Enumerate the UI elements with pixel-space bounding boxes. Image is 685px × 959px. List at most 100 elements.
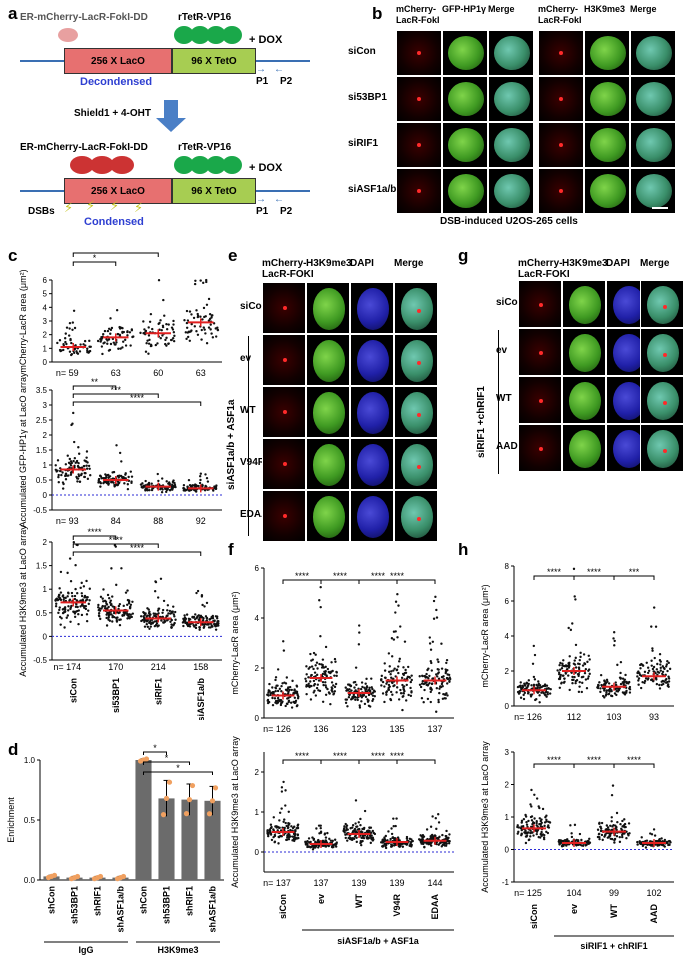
nucleus bbox=[401, 496, 433, 538]
micrograph-blue bbox=[350, 334, 394, 386]
data-point bbox=[312, 667, 315, 671]
data-point bbox=[436, 667, 439, 671]
foci-dot bbox=[538, 398, 543, 403]
data-point bbox=[397, 671, 400, 675]
data-point bbox=[292, 692, 295, 695]
data-point bbox=[434, 595, 437, 599]
data-point bbox=[107, 605, 110, 609]
n-label: 144 bbox=[427, 878, 442, 888]
data-point bbox=[282, 780, 285, 784]
data-point bbox=[89, 345, 92, 348]
data-point bbox=[435, 710, 438, 713]
data-point bbox=[440, 642, 443, 645]
micrograph-green bbox=[562, 280, 606, 328]
y-tick-label: 6 bbox=[505, 597, 510, 606]
n-label: n= 125 bbox=[514, 888, 542, 898]
y-tick-label: 2 bbox=[255, 768, 260, 777]
data-point bbox=[149, 344, 153, 348]
data-point bbox=[547, 820, 550, 823]
data-point bbox=[522, 697, 526, 701]
data-point bbox=[383, 662, 386, 665]
data-point bbox=[69, 353, 73, 357]
data-point bbox=[76, 480, 79, 483]
n-label: 92 bbox=[196, 516, 206, 526]
data-point bbox=[612, 637, 615, 640]
data-point bbox=[321, 658, 325, 661]
data-point bbox=[636, 840, 639, 844]
data-point bbox=[399, 844, 402, 848]
data-point bbox=[68, 457, 72, 461]
data-point bbox=[436, 658, 439, 661]
data-point bbox=[100, 335, 103, 339]
n-label: 137 bbox=[427, 724, 442, 734]
data-point bbox=[131, 612, 135, 615]
foci-dot bbox=[559, 143, 563, 147]
y-tick-label: 1 bbox=[43, 585, 48, 594]
data-point bbox=[435, 842, 438, 846]
data-point bbox=[114, 484, 117, 487]
data-point bbox=[326, 687, 329, 691]
row-label: EDAA bbox=[240, 509, 269, 520]
nucleus bbox=[448, 128, 484, 162]
data-point bbox=[109, 317, 112, 320]
data-point bbox=[141, 618, 144, 622]
data-point bbox=[157, 278, 161, 282]
y-tick-label: 0 bbox=[255, 848, 260, 857]
data-point bbox=[148, 320, 152, 323]
data-point bbox=[658, 838, 661, 841]
nucleus bbox=[494, 174, 530, 208]
data-point bbox=[71, 594, 74, 598]
data-point bbox=[651, 649, 654, 652]
foci-dot bbox=[282, 514, 287, 519]
data-point bbox=[381, 680, 385, 684]
data-point bbox=[530, 805, 533, 808]
sig-bracket bbox=[143, 761, 190, 765]
data-point bbox=[324, 684, 327, 687]
data-point bbox=[573, 659, 576, 662]
data-point bbox=[126, 603, 129, 606]
data-point bbox=[587, 675, 590, 678]
data-point bbox=[571, 682, 574, 685]
data-point bbox=[68, 350, 72, 353]
data-point bbox=[62, 348, 65, 352]
data-point bbox=[113, 611, 116, 615]
data-point bbox=[59, 570, 63, 574]
micrograph-merge bbox=[488, 168, 534, 214]
micrograph-red bbox=[538, 76, 584, 122]
nucleus bbox=[448, 174, 484, 208]
data-point bbox=[87, 464, 91, 468]
data-point bbox=[286, 702, 289, 706]
data-point bbox=[387, 670, 391, 674]
data-point bbox=[546, 831, 550, 835]
data-point bbox=[611, 784, 615, 787]
data-point bbox=[658, 683, 661, 687]
data-point bbox=[402, 688, 406, 691]
y-axis-label: mCherry-LacR area (μm²) bbox=[18, 269, 28, 372]
data-point bbox=[392, 669, 395, 672]
data-point bbox=[437, 671, 441, 674]
data-point bbox=[445, 829, 448, 833]
data-point bbox=[63, 337, 67, 340]
data-point bbox=[621, 835, 624, 839]
data-point bbox=[271, 703, 275, 707]
data-point bbox=[267, 700, 271, 704]
replicate-point bbox=[143, 756, 150, 762]
data-point bbox=[599, 687, 602, 690]
data-point bbox=[539, 824, 543, 828]
data-point bbox=[126, 487, 130, 491]
data-point bbox=[368, 826, 371, 829]
data-point bbox=[587, 669, 590, 672]
col-header: mCherry-LacR-FokI bbox=[396, 4, 440, 25]
y-axis-label: Accumulated H3K9me3 at LacO array bbox=[230, 736, 240, 888]
data-point bbox=[647, 669, 651, 672]
data-point bbox=[129, 344, 132, 347]
data-point bbox=[141, 482, 144, 485]
data-point bbox=[72, 440, 76, 444]
data-point bbox=[97, 608, 101, 612]
category-label: AAD bbox=[649, 904, 659, 924]
n-label: n= 126 bbox=[263, 724, 291, 734]
y-axis-label: Accumulated GFP-HP1γ at LacO array bbox=[18, 372, 28, 528]
micrograph-merge bbox=[630, 30, 676, 76]
n-label: 139 bbox=[351, 878, 366, 888]
